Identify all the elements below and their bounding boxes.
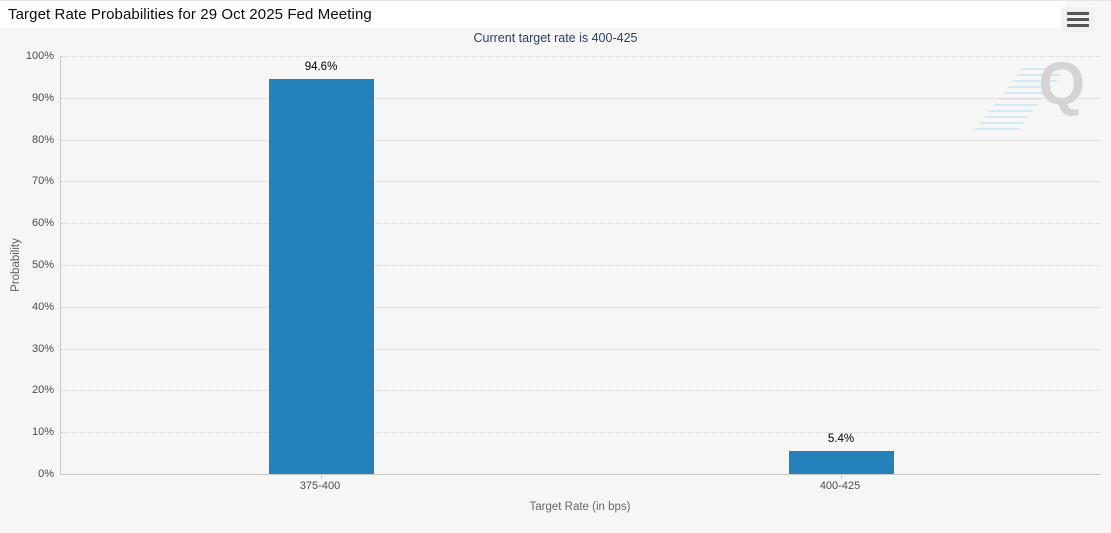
y-tick-label: 30% bbox=[31, 342, 54, 355]
y-tick-label: 80% bbox=[31, 133, 54, 146]
y-gridline bbox=[61, 390, 1101, 392]
bar-375-400[interactable] bbox=[268, 78, 374, 474]
y-axis-labels: 0% 10% 20% 30% 40% 50% 60% 70% 80% 90% 100% bbox=[0, 50, 54, 480]
watermark-q-letter: Q bbox=[1038, 50, 1085, 117]
x-tick bbox=[321, 475, 322, 479]
y-gridline bbox=[61, 265, 1101, 266]
y-tick-label: 100% bbox=[25, 50, 54, 62]
chart-subtitle: Current target rate is 400-425 bbox=[473, 31, 638, 45]
bar-400-425[interactable] bbox=[788, 451, 894, 474]
y-tick-label: 20% bbox=[31, 384, 54, 397]
x-axis-title: Target Rate (in bps) bbox=[529, 501, 631, 513]
y-gridline bbox=[61, 223, 1101, 225]
bar-value-label: 5.4% bbox=[827, 433, 855, 446]
y-tick-label: 70% bbox=[31, 175, 54, 188]
chart-title: Target Rate Probabilities for 29 Oct 202… bbox=[8, 6, 372, 23]
y-gridline bbox=[61, 181, 1101, 183]
x-category-label: 400-425 bbox=[819, 480, 861, 492]
quikstrike-watermark: Q bbox=[971, 54, 1087, 140]
y-axis-title: Probability bbox=[10, 238, 22, 292]
bar-value-label: 94.6% bbox=[304, 60, 338, 73]
context-menu-button[interactable] bbox=[1061, 7, 1095, 32]
x-category-label: 375-400 bbox=[299, 480, 341, 492]
hamburger-icon bbox=[1067, 12, 1089, 16]
y-tick-label: 60% bbox=[31, 217, 54, 230]
chart-header: Target Rate Probabilities for 29 Oct 202… bbox=[0, 1, 1065, 28]
y-tick-label: 10% bbox=[31, 426, 54, 439]
y-gridline bbox=[61, 306, 1101, 308]
hamburger-icon bbox=[1067, 23, 1089, 27]
x-axis-labels: 375-400 400-425 bbox=[60, 480, 1100, 496]
y-gridline bbox=[61, 348, 1101, 350]
y-tick-label: 50% bbox=[31, 259, 54, 271]
y-gridline bbox=[61, 139, 1101, 141]
y-gridline bbox=[61, 56, 1101, 57]
watermark-hatch-icon bbox=[971, 68, 1067, 134]
hamburger-icon bbox=[1067, 17, 1089, 22]
y-gridline bbox=[61, 432, 1101, 434]
y-tick-label: 40% bbox=[31, 300, 54, 313]
x-tick bbox=[841, 475, 842, 479]
y-gridline bbox=[61, 97, 1101, 99]
y-tick-label: 90% bbox=[31, 91, 54, 104]
plot-area: Q 94.6% 5.4% bbox=[60, 54, 1101, 479]
y-tick-label: 0% bbox=[38, 468, 54, 480]
